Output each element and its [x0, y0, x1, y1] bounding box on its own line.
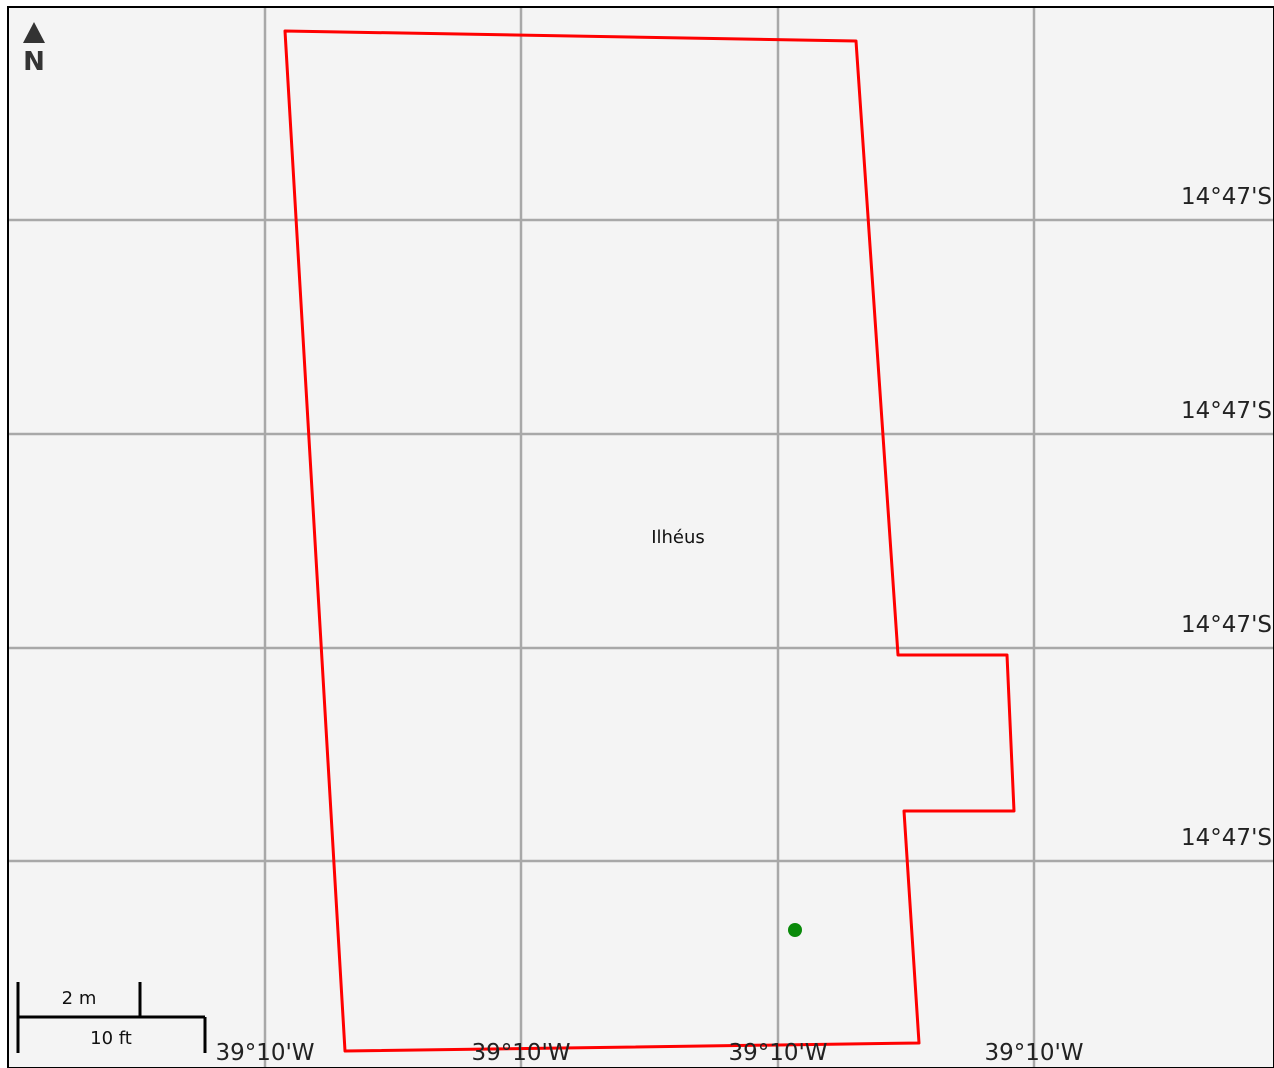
- north-arrow-icon: [23, 22, 45, 43]
- latitude-grid: [8, 218, 1274, 863]
- north-arrow: N: [23, 22, 45, 77]
- place-label: Ilhéus: [651, 527, 705, 548]
- north-label: N: [23, 47, 45, 77]
- latitude-label: 14°47'S: [1181, 398, 1272, 424]
- latitude-label: 14°47'S: [1181, 825, 1272, 851]
- scale-imperial-label: 10 ft: [90, 1028, 132, 1049]
- latitude-label: 14°47'S: [1181, 612, 1272, 638]
- map-frame: [7, 6, 1274, 1068]
- longitude-label: 39°10'W: [984, 1040, 1083, 1066]
- latitude-label: 14°47'S: [1181, 184, 1272, 210]
- longitude-label: 39°10'W: [471, 1040, 570, 1066]
- longitude-label: 39°10'W: [728, 1040, 827, 1066]
- location-marker[interactable]: [788, 923, 802, 937]
- longitude-grid: [263, 7, 1036, 1068]
- scale-metric-label: 2 m: [62, 988, 97, 1009]
- map-background: [8, 7, 1274, 1068]
- scale-bar: 2 m 10 ft: [16, 982, 207, 1053]
- area-boundary[interactable]: [283, 29, 1016, 1053]
- longitude-label: 39°10'W: [215, 1040, 314, 1066]
